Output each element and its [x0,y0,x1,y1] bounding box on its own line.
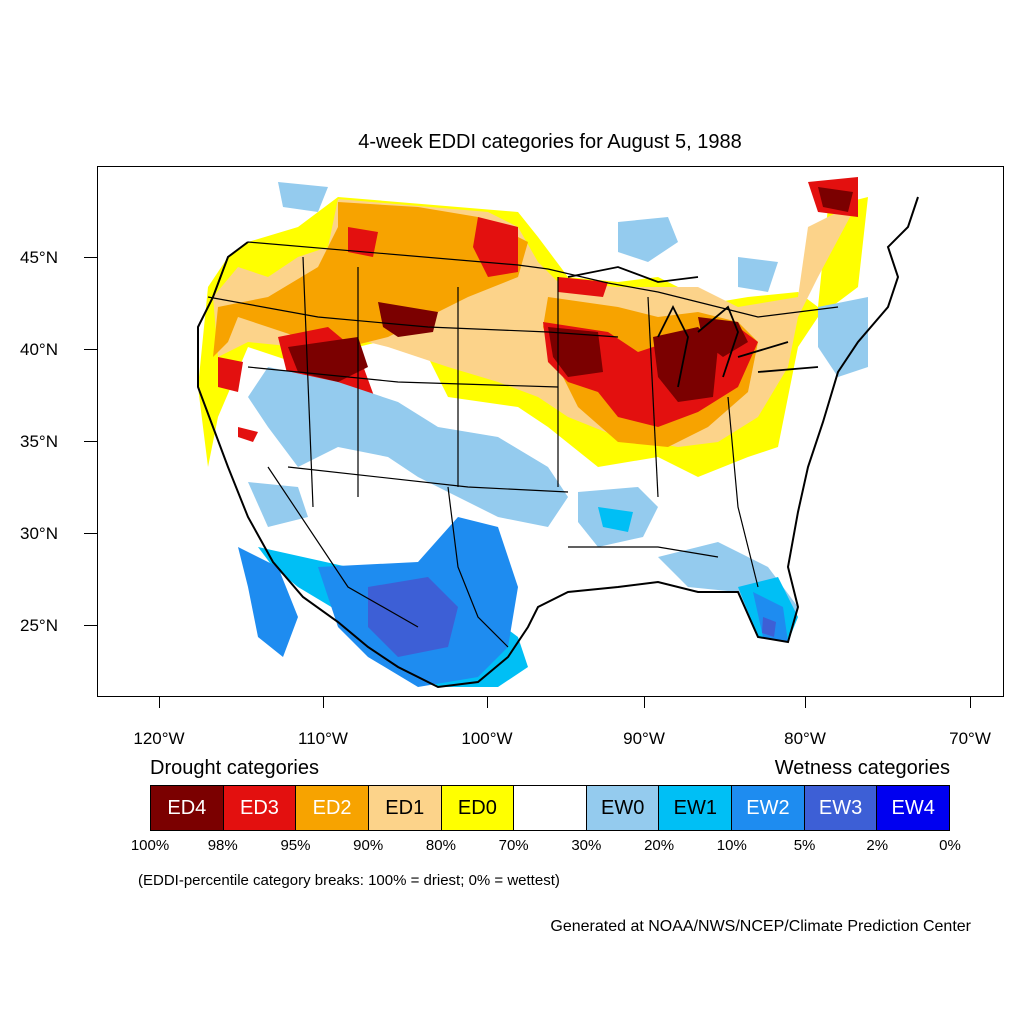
legend-break-label: 30% [571,837,602,854]
lon-label: 70°W [949,729,991,748]
lat-tick [84,349,97,350]
lat-tick [84,441,97,442]
lon-tick [323,697,324,708]
lon-tick [644,697,645,708]
legend-break-label: 20% [644,837,675,854]
credit-line: Generated at NOAA/NWS/NCEP/Climate Predi… [550,918,971,935]
drought-heading: Drought categories [150,757,319,779]
lat-label: 40°N [20,340,58,359]
lat-label: 30°N [20,524,58,543]
legend-break-label: 98% [207,837,238,854]
legend-swatch-ed0: ED0 [441,786,515,830]
legend-break-label: 5% [793,837,816,854]
legend-break-label: 100% [130,837,170,854]
lat-tick [84,257,97,258]
map-canvas [197,177,919,689]
legend-swatch-ew1: EW1 [659,786,733,830]
lon-tick [159,697,160,708]
ew3-regions [368,577,776,657]
wetness-heading: Wetness categories [774,757,950,779]
lon-tick [487,697,488,708]
legend-swatch-ew3: EW3 [804,786,878,830]
breaks-note: (EDDI-percentile category breaks: 100% =… [138,872,560,889]
lon-label: 100°W [461,729,513,748]
legend-swatch-ed4: ED4 [151,786,224,830]
great-lakes [567,266,819,388]
legend-swatch-ed2: ED2 [296,786,369,830]
lat-tick [84,625,97,626]
boundaries [207,241,839,648]
map-title: 4-week EDDI categories for August 5, 198… [358,131,742,153]
legend-swatch-ew2: EW2 [732,786,805,830]
legend-swatch-neutral [514,786,587,830]
lon-label: 110°W [298,729,348,748]
legend-break-label: 0% [939,837,961,854]
lon-tick [970,697,971,708]
lat-label: 25°N [20,616,58,635]
legend-break-label: 10% [716,837,747,854]
legend-swatch-ed1: ED1 [368,786,442,830]
lon-label: 120°W [133,729,185,748]
legend-break-label: 95% [280,837,311,854]
legend-break-label: 80% [425,837,456,854]
eddi-map [97,166,1004,697]
lat-label: 35°N [20,432,58,451]
lat-tick [84,533,97,534]
legend-break-label: 70% [498,837,529,854]
lon-label: 90°W [623,729,665,748]
lon-label: 80°W [784,729,826,748]
legend-break-label: 2% [866,837,889,854]
legend-break-label: 90% [353,837,384,854]
legend-swatch-ed3: ED3 [223,786,297,830]
legend-swatch-ew4: EW4 [877,786,950,830]
category-legend: ED4 ED3 ED2 ED1 ED0 EW0 EW1 EW2 EW3 EW4 [150,785,950,831]
lon-tick [805,697,806,708]
ew0-regions [248,182,868,637]
lat-label: 45°N [20,248,58,267]
legend-swatch-ew0: EW0 [586,786,660,830]
coastline [197,196,919,689]
